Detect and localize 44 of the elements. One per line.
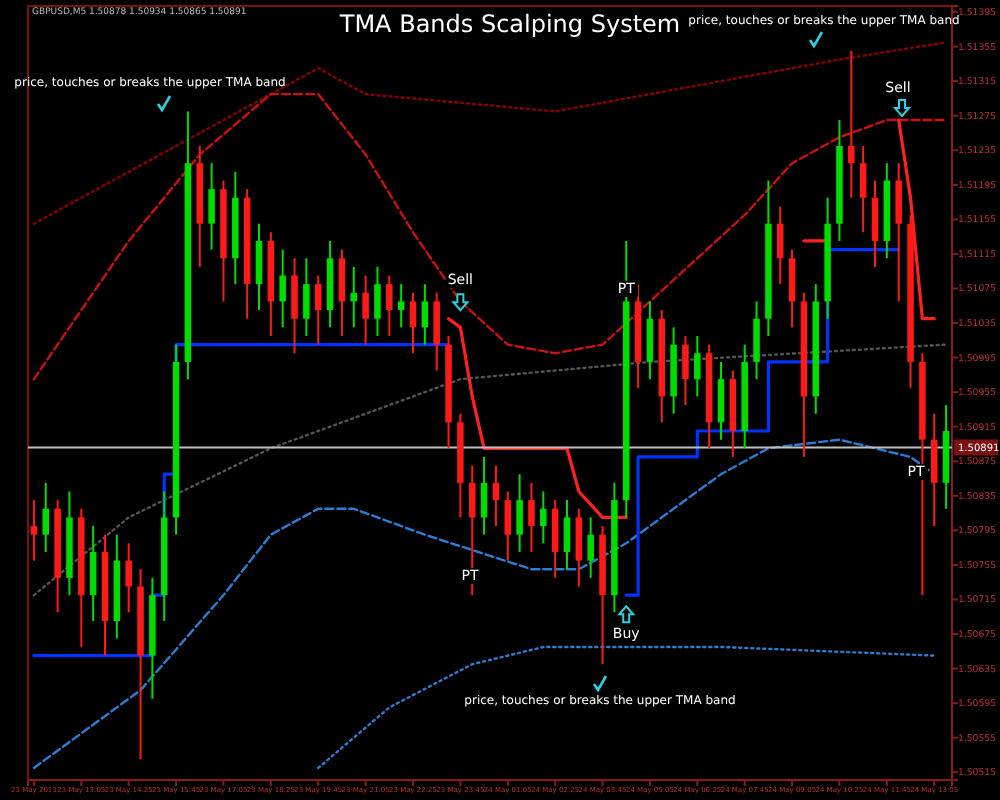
candlestick xyxy=(551,499,559,579)
candlestick xyxy=(492,464,500,528)
candlestick xyxy=(540,490,547,545)
candlestick xyxy=(682,334,689,407)
candlestick xyxy=(397,283,405,329)
candlestick xyxy=(303,257,310,337)
candlestick xyxy=(279,248,286,329)
candlestick xyxy=(433,291,440,372)
candlestick xyxy=(338,248,346,337)
candlestick xyxy=(587,516,594,579)
candlestick xyxy=(314,274,322,346)
candlestick xyxy=(694,334,701,398)
candlestick xyxy=(255,222,263,312)
candlestick xyxy=(480,455,488,536)
chart-title: TMA Bands Scalping System xyxy=(337,10,681,38)
candlestick xyxy=(386,274,393,337)
candlestick xyxy=(717,360,725,441)
candlestick xyxy=(848,49,855,199)
candlestick xyxy=(930,412,938,528)
candlestick xyxy=(374,265,381,337)
candlestick xyxy=(646,300,654,381)
candlestick xyxy=(788,248,796,329)
candlestick xyxy=(409,291,417,355)
candlestick xyxy=(362,274,369,346)
candlestick xyxy=(291,257,298,355)
candlestick xyxy=(89,525,97,623)
candlestick xyxy=(42,481,50,553)
candlestick xyxy=(504,490,512,562)
candlestick xyxy=(528,481,535,553)
candlestick xyxy=(753,300,760,381)
candlestick xyxy=(421,283,429,346)
candlestick xyxy=(208,162,215,251)
candlestick xyxy=(776,205,784,286)
line-series xyxy=(32,438,936,770)
candlestick xyxy=(575,507,583,588)
candlestick xyxy=(563,499,571,571)
candlestick xyxy=(125,542,132,614)
candlestick xyxy=(895,162,902,303)
candlestick xyxy=(516,473,523,553)
candlestick xyxy=(30,499,38,562)
candlestick xyxy=(871,179,879,268)
candlestick xyxy=(859,144,867,234)
line-series xyxy=(317,645,936,770)
line-series xyxy=(32,92,948,381)
